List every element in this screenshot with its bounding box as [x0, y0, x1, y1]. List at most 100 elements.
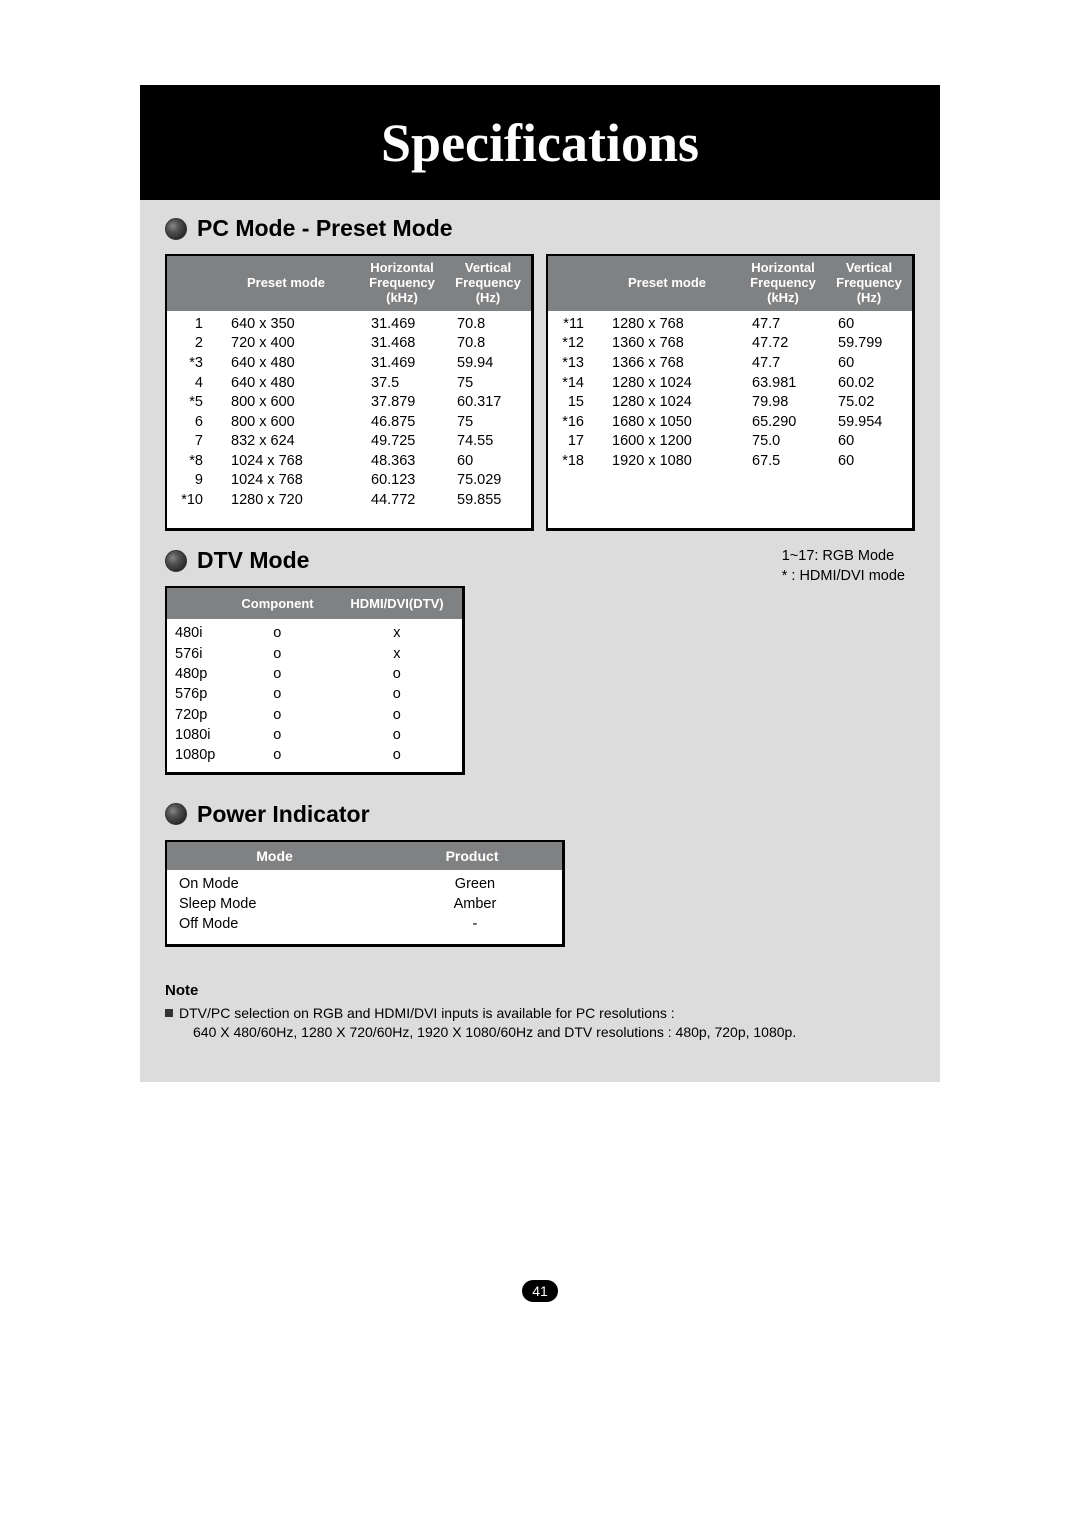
table-row: *5800 x 60037.87960.317: [167, 393, 531, 413]
col-horiz: Horizontal: [370, 261, 434, 276]
cell-num: *14: [548, 374, 594, 394]
dtv-body: 480iox576iox480poo576poo720poo1080ioo108…: [167, 619, 462, 771]
dtv-notes: 1~17: RGB Mode * : HDMI/DVI mode: [782, 547, 915, 586]
table-row: *3640 x 48031.46959.94: [167, 354, 531, 374]
cell-hfreq: 37.879: [359, 393, 445, 413]
table-row: 4640 x 48037.575: [167, 374, 531, 394]
cell-hfreq: 47.72: [740, 334, 826, 354]
cell-num: 6: [167, 413, 213, 433]
cell-component: o: [223, 745, 332, 765]
dtv-note-rgb: 1~17: RGB Mode: [782, 547, 905, 567]
pc-left-body: 1640 x 35031.46970.82720 x 40031.46870.8…: [167, 311, 531, 529]
table-row: 7832 x 62449.72574.55: [167, 432, 531, 452]
dtv-block: DTV Mode Component HDMI/DVI(DTV) 480iox5…: [165, 547, 915, 774]
cell-hfreq: 47.7: [740, 354, 826, 374]
col-preset: Preset mode: [247, 276, 325, 291]
pc-table-header: Preset mode Horizontal Frequency (kHz) V…: [548, 256, 912, 311]
table-row: *161680 x 105065.29059.954: [548, 413, 912, 433]
cell-vfreq: 60: [826, 452, 912, 472]
page-title: Specifications: [381, 112, 699, 174]
pc-right-body: *111280 x 76847.760*121360 x 76847.7259.…: [548, 311, 912, 490]
cell-hdmi: x: [332, 644, 462, 664]
table-row: 480poo: [167, 664, 462, 684]
cell-hfreq: 67.5: [740, 452, 826, 472]
table-row: 1640 x 35031.46970.8: [167, 315, 531, 335]
cell-hfreq: 49.725: [359, 432, 445, 452]
cell-num: *3: [167, 354, 213, 374]
cell-hdmi: x: [332, 623, 462, 643]
cell-num: *16: [548, 413, 594, 433]
cell-mode: 576p: [167, 684, 223, 704]
cell-mode: On Mode: [167, 874, 388, 894]
cell-num: 15: [548, 393, 594, 413]
note-line-2: 640 X 480/60Hz, 1280 X 720/60Hz, 1920 X …: [165, 1023, 915, 1042]
cell-num: *10: [167, 491, 213, 511]
cell-hfreq: 37.5: [359, 374, 445, 394]
pc-mode-heading-label: PC Mode - Preset Mode: [197, 215, 453, 242]
cell-value: -: [388, 914, 562, 934]
cell-vfreq: 60.317: [445, 393, 531, 413]
table-row: 151280 x 102479.9875.02: [548, 393, 912, 413]
power-table-header: Mode Product: [167, 842, 562, 870]
cell-mode: 576i: [167, 644, 223, 664]
cell-vfreq: 74.55: [445, 432, 531, 452]
cell-vfreq: 60: [826, 432, 912, 452]
cell-vfreq: 75.02: [826, 393, 912, 413]
cell-res: 1680 x 1050: [594, 413, 740, 433]
cell-hfreq: 31.469: [359, 354, 445, 374]
cell-num: 1: [167, 315, 213, 335]
cell-mode: 480p: [167, 664, 223, 684]
cell-hfreq: 47.7: [740, 315, 826, 335]
cell-res: 800 x 600: [213, 393, 359, 413]
pc-mode-table-right: Preset mode Horizontal Frequency (kHz) V…: [546, 254, 915, 531]
cell-hfreq: 79.98: [740, 393, 826, 413]
cell-vfreq: 59.855: [445, 491, 531, 511]
col-mode: Mode: [167, 842, 382, 870]
cell-hfreq: 31.469: [359, 315, 445, 335]
cell-hfreq: 75.0: [740, 432, 826, 452]
table-row: 171600 x 120075.060: [548, 432, 912, 452]
cell-component: o: [223, 684, 332, 704]
table-row: *111280 x 76847.760: [548, 315, 912, 335]
cell-num: *5: [167, 393, 213, 413]
table-row: *131366 x 76847.760: [548, 354, 912, 374]
cell-vfreq: 75.029: [445, 471, 531, 491]
cell-vfreq: 70.8: [445, 315, 531, 335]
cell-res: 1600 x 1200: [594, 432, 740, 452]
title-bar: Specifications: [140, 85, 940, 200]
power-heading-label: Power Indicator: [197, 801, 370, 828]
table-row: 480iox: [167, 623, 462, 643]
cell-res: 1920 x 1080: [594, 452, 740, 472]
table-row: *181920 x 108067.560: [548, 452, 912, 472]
dtv-heading: DTV Mode: [165, 547, 465, 574]
table-row: *121360 x 76847.7259.799: [548, 334, 912, 354]
table-row: Off Mode-: [167, 914, 562, 934]
cell-hfreq: 48.363: [359, 452, 445, 472]
cell-res: 800 x 600: [213, 413, 359, 433]
cell-component: o: [223, 644, 332, 664]
cell-res: 720 x 400: [213, 334, 359, 354]
cell-hfreq: 63.981: [740, 374, 826, 394]
cell-mode: Sleep Mode: [167, 894, 388, 914]
cell-num: 4: [167, 374, 213, 394]
cell-hfreq: 46.875: [359, 413, 445, 433]
dtv-heading-label: DTV Mode: [197, 547, 309, 574]
cell-value: Amber: [388, 894, 562, 914]
cell-mode: 1080i: [167, 725, 223, 745]
cell-hfreq: 65.290: [740, 413, 826, 433]
dtv-table: Component HDMI/DVI(DTV) 480iox576iox480p…: [165, 586, 465, 774]
cell-mode: 720p: [167, 705, 223, 725]
cell-vfreq: 59.954: [826, 413, 912, 433]
cell-vfreq: 60.02: [826, 374, 912, 394]
cell-vfreq: 59.94: [445, 354, 531, 374]
col-vert: Vertical: [465, 261, 511, 276]
power-table: Mode Product On ModeGreenSleep ModeAmber…: [165, 840, 565, 948]
col-hdmi: HDMI/DVI(DTV): [332, 588, 462, 619]
pc-mode-heading: PC Mode - Preset Mode: [165, 215, 915, 242]
cell-vfreq: 70.8: [445, 334, 531, 354]
cell-hfreq: 44.772: [359, 491, 445, 511]
note-line-1: DTV/PC selection on RGB and HDMI/DVI inp…: [165, 1004, 915, 1023]
square-bullet-icon: [165, 1009, 173, 1017]
cell-res: 640 x 480: [213, 374, 359, 394]
dtv-note-hdmi: * : HDMI/DVI mode: [782, 567, 905, 587]
